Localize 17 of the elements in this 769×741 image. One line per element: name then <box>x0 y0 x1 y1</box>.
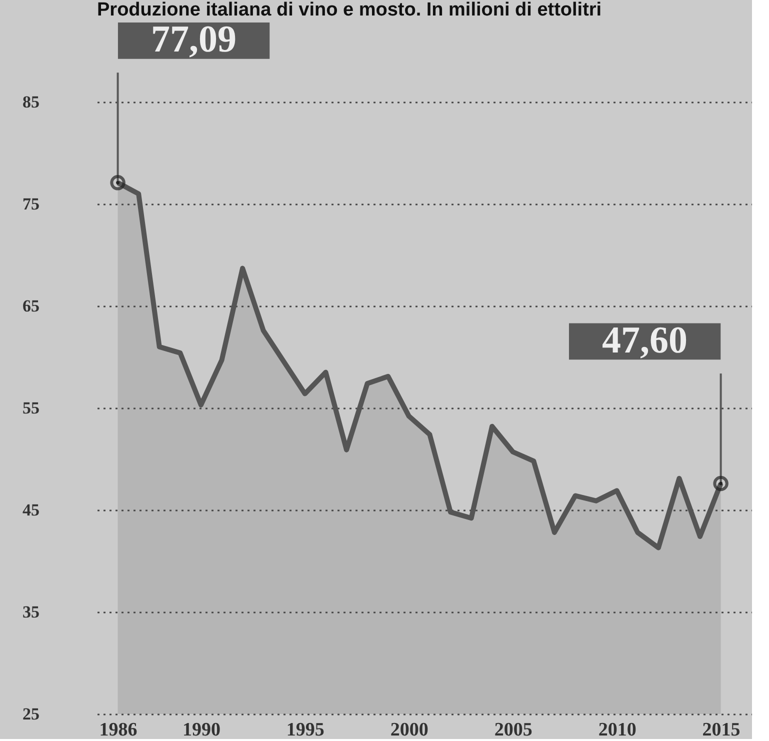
x-tick-label: 2000 <box>390 720 428 740</box>
y-tick-label: 65 <box>22 296 40 316</box>
x-tick-label: 1995 <box>286 720 324 740</box>
y-tick-label: 75 <box>22 194 40 214</box>
x-tick-label: 2010 <box>598 720 636 740</box>
chart-title: Produzione italiana di vino e mosto. In milioni di ettolitri <box>97 0 602 21</box>
x-tick-label: 1986 <box>99 720 138 740</box>
x-tick-label: 2005 <box>494 720 532 740</box>
y-tick-label: 45 <box>22 500 40 520</box>
y-tick-label: 25 <box>22 704 40 724</box>
x-tick-label: 1990 <box>182 720 220 740</box>
y-tick-label: 85 <box>22 92 40 112</box>
y-tick-label: 55 <box>22 398 40 418</box>
annotation: 77,09 <box>151 18 237 61</box>
annotation: 47,60 <box>602 319 688 362</box>
x-tick-label: 2015 <box>702 720 740 740</box>
y-tick-label: 35 <box>22 602 40 622</box>
